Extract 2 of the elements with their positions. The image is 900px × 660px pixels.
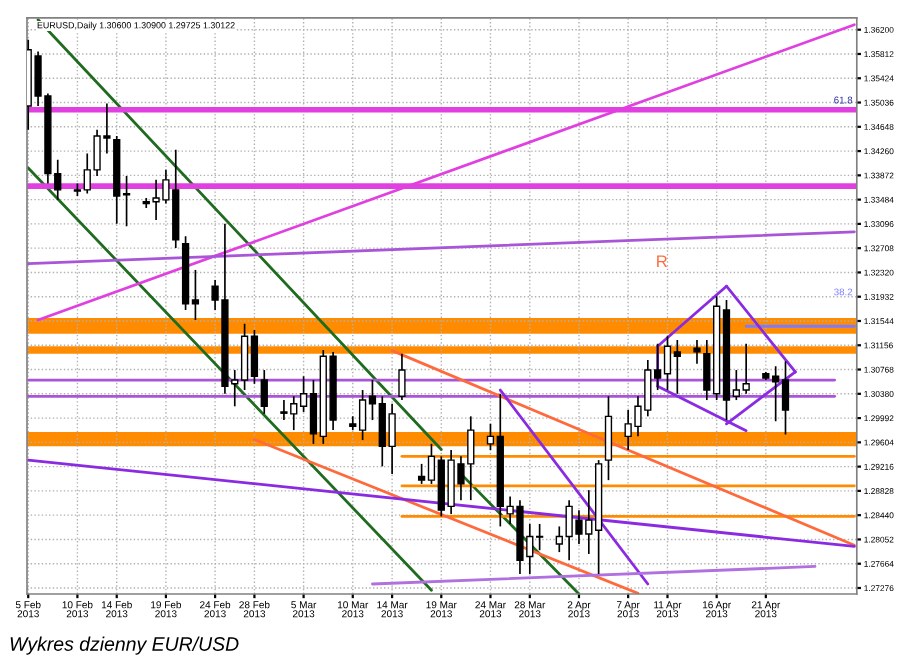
annotation: R bbox=[657, 255, 668, 268]
text: Wykres dzienny EUR/USD bbox=[10, 636, 239, 655]
